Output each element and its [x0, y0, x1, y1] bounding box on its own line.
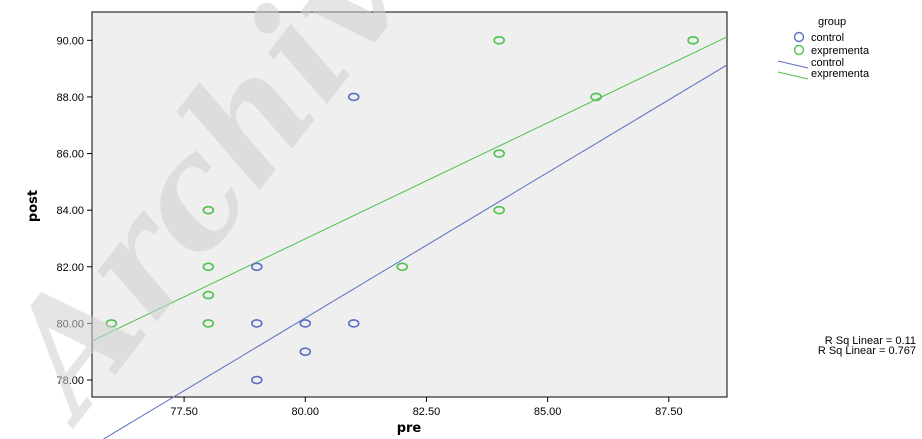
- y-tick-label: 80.00: [56, 318, 84, 330]
- legend-marker-control: [793, 31, 805, 43]
- y-axis: 78.00 80.00 82.00 84.00 86.00 88.00 90.00: [56, 35, 92, 387]
- data-point-exprementa: [202, 319, 215, 328]
- y-axis-title: post: [26, 190, 41, 222]
- rsq-exprementa: R Sq Linear = 0.767: [818, 345, 916, 357]
- x-tick-label: 85.00: [534, 406, 562, 418]
- legend-line-label-control: control: [811, 57, 844, 69]
- x-axis: 77.50 80.00 82.50 85.00 87.50: [170, 397, 683, 418]
- data-point-control: [251, 375, 263, 385]
- data-point-exprementa: [493, 36, 505, 45]
- data-point-control: [347, 319, 360, 328]
- y-tick-label: 88.00: [56, 92, 84, 104]
- data-point-exprementa: [590, 92, 602, 102]
- legend-label-control: control: [811, 32, 844, 44]
- data-points: [105, 36, 699, 385]
- data-point-exprementa: [202, 262, 215, 272]
- x-axis-title: pre: [397, 421, 422, 436]
- legend-line-control: [777, 60, 809, 69]
- legend-line-exprementa: [777, 71, 809, 80]
- x-tick-label: 80.00: [292, 406, 320, 418]
- fit-line-exprementa: [91, 36, 728, 342]
- legend-label-exprementa: exprementa: [811, 45, 870, 57]
- data-point-exprementa: [687, 36, 699, 45]
- legend-line-label-exprementa: exprementa: [811, 68, 870, 80]
- data-point-exprementa: [105, 319, 118, 328]
- y-tick-label: 84.00: [56, 205, 84, 217]
- y-tick-label: 78.00: [56, 375, 84, 387]
- legend-marker-exprementa: [793, 44, 805, 56]
- fit-line-control: [102, 64, 728, 439]
- data-point-exprementa: [493, 149, 505, 158]
- data-point-exprementa: [396, 262, 409, 272]
- fit-lines: [91, 36, 728, 439]
- data-point-control: [251, 262, 263, 272]
- x-tick-label: 77.50: [170, 406, 198, 418]
- data-point-exprementa: [493, 205, 505, 215]
- data-point-control: [347, 92, 360, 102]
- data-point-exprementa: [202, 205, 215, 215]
- y-tick-label: 86.00: [56, 149, 84, 161]
- y-tick-label: 90.00: [56, 35, 84, 47]
- data-point-exprementa: [202, 290, 215, 300]
- plot-area: [91, 11, 728, 398]
- y-tick-label: 82.00: [56, 262, 84, 274]
- r-squared-annotations: R Sq Linear = 0.11 R Sq Linear = 0.767: [818, 335, 916, 357]
- data-point-control: [299, 347, 312, 357]
- x-tick-label: 87.50: [655, 406, 683, 418]
- x-tick-label: 82.50: [413, 406, 441, 418]
- data-point-control: [251, 319, 263, 328]
- rsq-control: R Sq Linear = 0.11: [825, 335, 916, 347]
- data-point-control: [299, 319, 312, 328]
- legend-title: group: [818, 16, 846, 28]
